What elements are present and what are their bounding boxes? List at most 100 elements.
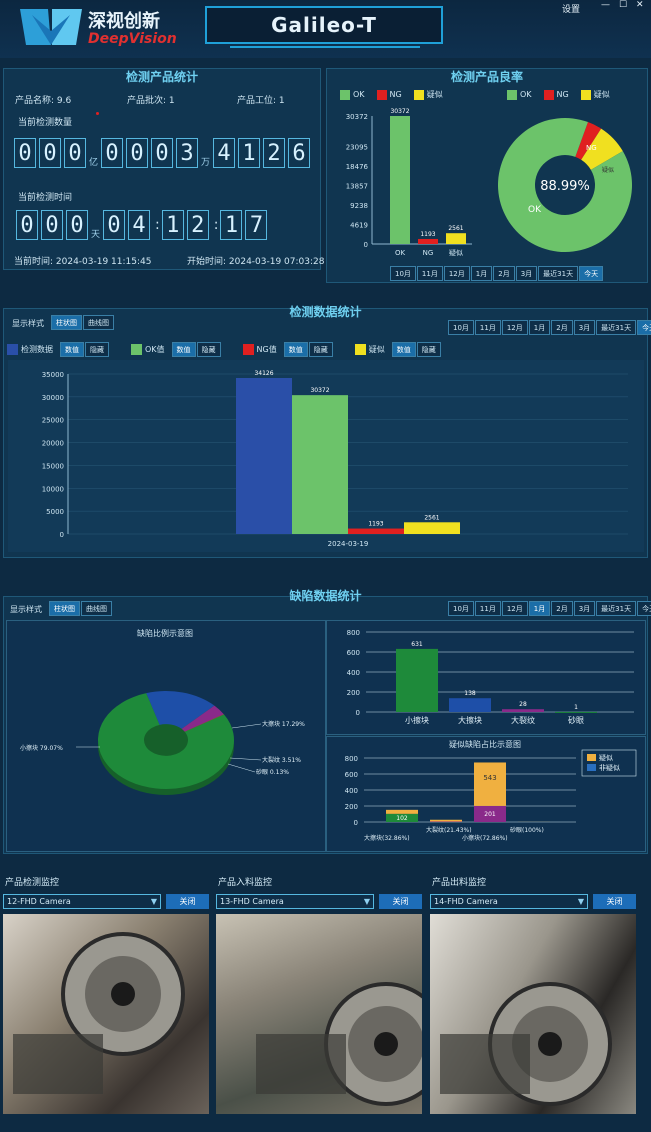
chevron-down-icon: ▼ bbox=[150, 897, 157, 906]
x-tick-label: 小擦块(72.86%) bbox=[462, 834, 508, 842]
camera-select[interactable]: 14-FHD Camera ▼ bbox=[430, 894, 588, 909]
camera-feed bbox=[3, 914, 209, 1114]
range-button[interactable]: 12月 bbox=[501, 320, 528, 335]
show-values-button[interactable]: 数值 bbox=[283, 342, 308, 357]
legend-swatch bbox=[354, 344, 366, 355]
x-tick-label: OK bbox=[395, 249, 406, 257]
x-tick-label: 大裂纹 bbox=[511, 715, 535, 725]
range-button[interactable]: 2月 bbox=[551, 320, 573, 335]
y-tick-label: 800 bbox=[345, 755, 358, 763]
range-button[interactable]: 11月 bbox=[474, 320, 501, 335]
bar bbox=[404, 522, 460, 534]
range-button[interactable]: 3月 bbox=[515, 266, 538, 281]
legend-swatch bbox=[543, 89, 554, 100]
legend-ng: NG bbox=[389, 90, 402, 99]
data-label: 28 bbox=[519, 701, 527, 708]
range-button[interactable]: 10月 bbox=[448, 601, 474, 616]
yield-range-buttons: 10月 11月 12月 1月 2月 3月 最近31天 今天 bbox=[389, 266, 604, 281]
bar-view-button[interactable]: 柱状图 bbox=[49, 601, 80, 616]
bar-view-button[interactable]: 柱状图 bbox=[51, 315, 82, 330]
y-tick-label: 30000 bbox=[42, 394, 64, 402]
pie-label: 小擦块 79.07% bbox=[20, 744, 63, 752]
hide-button[interactable]: 隐藏 bbox=[196, 342, 221, 357]
show-values-button[interactable]: 数值 bbox=[391, 342, 416, 357]
range-button[interactable]: 3月 bbox=[573, 320, 596, 335]
range-button[interactable]: 最近31天 bbox=[596, 320, 637, 335]
close-camera-button[interactable]: 关闭 bbox=[166, 894, 209, 909]
camera-title: 产品入料监控 bbox=[218, 878, 273, 888]
defect-style-toggle: 柱状图 曲线图 bbox=[48, 601, 112, 616]
y-tick-label: 800 bbox=[347, 629, 360, 637]
time-digit: 7 bbox=[245, 210, 268, 240]
range-button[interactable]: 1月 bbox=[528, 320, 551, 335]
camera-select-value: 13-FHD Camera bbox=[220, 897, 284, 906]
detect-style-toggle: 柱状图 曲线图 bbox=[50, 315, 114, 330]
line-view-button[interactable]: 曲线图 bbox=[81, 601, 112, 616]
camera-select[interactable]: 13-FHD Camera ▼ bbox=[216, 894, 374, 909]
y-tick-label: 0 bbox=[364, 241, 368, 249]
range-button[interactable]: 2月 bbox=[493, 266, 515, 281]
x-tick-label: 2024-03-19 bbox=[328, 540, 369, 548]
y-tick-label: 13857 bbox=[346, 183, 368, 191]
range-button[interactable]: 12月 bbox=[443, 266, 470, 281]
bar bbox=[390, 116, 410, 244]
y-tick-label: 0 bbox=[354, 819, 358, 827]
range-button[interactable]: 今天 bbox=[637, 601, 651, 616]
time-digit: 0 bbox=[66, 210, 88, 240]
data-label: 1193 bbox=[368, 521, 383, 528]
range-button[interactable]: 11月 bbox=[474, 601, 501, 616]
range-button[interactable]: 今天 bbox=[579, 266, 604, 281]
line-view-button[interactable]: 曲线图 bbox=[83, 315, 114, 330]
legend-item: NG值 数值 隐藏 bbox=[242, 342, 333, 357]
logo-chinese: 深视创新 bbox=[88, 11, 160, 32]
data-label: 102 bbox=[396, 815, 408, 822]
range-button[interactable]: 12月 bbox=[501, 601, 528, 616]
range-button[interactable]: 10月 bbox=[448, 320, 474, 335]
camera-select[interactable]: 12-FHD Camera ▼ bbox=[3, 894, 161, 909]
show-values-button[interactable]: 数值 bbox=[171, 342, 196, 357]
logo-mark-icon bbox=[20, 9, 82, 45]
bar bbox=[396, 648, 438, 712]
y-tick-label: 0 bbox=[60, 531, 64, 539]
camera-title: 产品检测监控 bbox=[5, 878, 60, 888]
close-camera-button[interactable]: 关闭 bbox=[379, 894, 422, 909]
range-button[interactable]: 最近31天 bbox=[538, 266, 579, 281]
maximize-button[interactable]: ☐ bbox=[619, 0, 628, 10]
x-tick-label: 大擦块(32.86%) bbox=[364, 834, 410, 842]
camera-title: 产品出料监控 bbox=[432, 878, 487, 888]
minimize-button[interactable]: — bbox=[601, 0, 610, 10]
camera-feed-image bbox=[256, 982, 448, 1106]
donut-slice bbox=[575, 122, 602, 160]
count-digit: 4 bbox=[213, 138, 236, 168]
range-button[interactable]: 3月 bbox=[573, 601, 596, 616]
range-button[interactable]: 1月 bbox=[470, 266, 493, 281]
hide-button[interactable]: 隐藏 bbox=[85, 342, 109, 357]
product-name: 产品名称: 9.6 bbox=[15, 96, 72, 106]
show-values-button[interactable]: 数值 bbox=[60, 342, 84, 357]
hide-button[interactable]: 隐藏 bbox=[308, 342, 333, 357]
range-button[interactable]: 10月 bbox=[390, 266, 416, 281]
legend-label: 非疑似 bbox=[599, 763, 620, 772]
y-tick-label: 23095 bbox=[346, 144, 368, 152]
close-camera-button[interactable]: 关闭 bbox=[593, 894, 636, 909]
camera-select-value: 12-FHD Camera bbox=[7, 897, 71, 906]
hide-button[interactable]: 隐藏 bbox=[416, 342, 441, 357]
legend-swatch bbox=[242, 344, 254, 355]
count-digit: 0 bbox=[151, 138, 174, 168]
stack-bar-suspect bbox=[430, 819, 462, 822]
range-button[interactable]: 1月 bbox=[528, 601, 551, 616]
range-button[interactable]: 最近31天 bbox=[596, 601, 637, 616]
bar bbox=[555, 711, 597, 713]
legend-ok: OK bbox=[353, 90, 365, 99]
logo-english: DeepVision bbox=[88, 31, 177, 47]
range-button[interactable]: 2月 bbox=[551, 601, 573, 616]
settings-button[interactable]: 设置 bbox=[562, 5, 581, 15]
time-digit: 1 bbox=[161, 210, 184, 240]
range-button[interactable]: 11月 bbox=[416, 266, 443, 281]
range-button[interactable]: 今天 bbox=[637, 320, 651, 335]
close-button[interactable]: ✕ bbox=[636, 0, 644, 10]
y-tick-label: 200 bbox=[345, 803, 358, 811]
